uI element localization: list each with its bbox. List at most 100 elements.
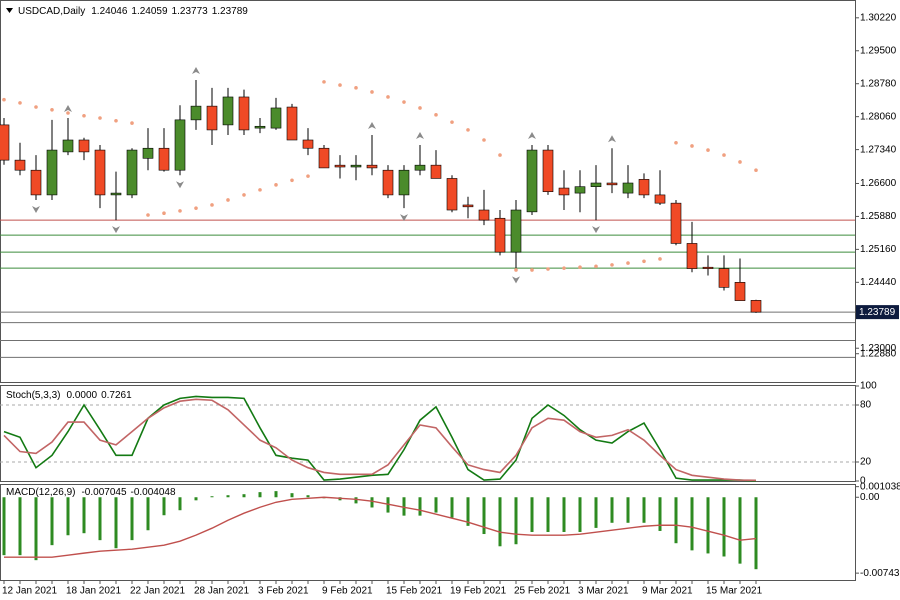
sar-dot xyxy=(82,113,86,118)
y-tick-label: 1.25160 xyxy=(860,244,897,255)
candle-body xyxy=(78,139,90,153)
macd-bar xyxy=(418,497,422,516)
x-tick-label: 25 Feb 2021 xyxy=(514,586,571,597)
x-tick-label: 9 Mar 2021 xyxy=(642,586,693,597)
macd-bar xyxy=(658,497,662,531)
sar-dot xyxy=(242,193,246,197)
panel-header: MACD(12,26,9) -0.007045 -0.004048 xyxy=(6,487,176,498)
y-tick-label: 1.27340 xyxy=(860,144,897,155)
sar-dot xyxy=(386,95,390,99)
candle-body xyxy=(622,182,634,194)
candle-body xyxy=(270,107,282,129)
candle-body xyxy=(526,149,538,213)
header-value: 0.0000 xyxy=(66,390,97,401)
macd-bar xyxy=(98,497,102,541)
macd-bar xyxy=(722,497,726,557)
sar-dot xyxy=(578,265,582,270)
stoch-line xyxy=(3,395,757,482)
y-tick-label: 100 xyxy=(860,381,877,392)
y-tick-label: 1.30220 xyxy=(860,12,897,23)
fractal-up xyxy=(528,132,536,140)
sar-dot xyxy=(210,203,214,207)
sar-dot xyxy=(466,128,470,132)
candle-body xyxy=(702,266,714,269)
macd-bar xyxy=(498,497,502,547)
y-tick-label: 1.29500 xyxy=(860,45,897,56)
candle-body xyxy=(542,149,554,193)
sar-dot xyxy=(2,97,6,102)
panel-header: Stoch(5,3,3) 0.0000 0.7261 xyxy=(6,390,132,401)
candle-body xyxy=(718,268,730,288)
candle-body xyxy=(126,149,138,196)
y-tick-label: 1.25880 xyxy=(860,211,897,222)
macd-bar xyxy=(2,497,6,556)
macd-bar xyxy=(450,497,454,518)
sar-dot xyxy=(418,106,422,110)
candle-body xyxy=(686,243,698,269)
indicator-title: USDCAD,Daily xyxy=(18,6,85,17)
sar-dot xyxy=(450,120,454,124)
candle-body xyxy=(590,182,602,187)
x-tick-label: 12 Jan 2021 xyxy=(2,586,57,597)
macd-bar xyxy=(178,497,182,511)
candle-body xyxy=(510,209,522,253)
y-tick-label: 1.28060 xyxy=(860,111,897,122)
sar-dot xyxy=(514,268,518,272)
sar-dot xyxy=(306,174,310,178)
header-value: 1.23773 xyxy=(172,6,209,17)
macd-bar xyxy=(242,494,246,498)
sar-dot xyxy=(322,80,326,84)
fractal-up xyxy=(192,67,200,75)
price-label-box xyxy=(856,305,899,320)
macd-bar xyxy=(610,497,614,523)
candle-body xyxy=(638,179,650,196)
macd-bar xyxy=(50,497,54,546)
macd-bar xyxy=(226,495,230,498)
fractal-up xyxy=(368,121,376,129)
candle-body xyxy=(0,124,10,161)
candle-body xyxy=(478,209,490,221)
sar-dot xyxy=(626,261,630,265)
candle-body xyxy=(302,139,314,149)
sar-dot xyxy=(402,100,406,104)
sar-dot xyxy=(66,111,70,115)
macd-bar xyxy=(738,497,742,564)
sar-dot xyxy=(354,86,358,90)
candle-body xyxy=(254,125,266,129)
header-value: 0.7261 xyxy=(101,390,132,401)
sar-dot xyxy=(498,153,502,157)
candle-body xyxy=(222,96,234,126)
macd-bar xyxy=(482,497,486,535)
sar-dot xyxy=(562,266,566,270)
candle-body xyxy=(606,182,618,186)
sar-dot xyxy=(50,107,54,112)
y-tick-label: 1.22880 xyxy=(860,348,897,359)
candle-body xyxy=(334,164,346,168)
macd-bar xyxy=(434,497,438,513)
macd-bar xyxy=(562,497,566,532)
sar-dot xyxy=(706,148,710,152)
macd-bar xyxy=(34,497,38,561)
sar-dot xyxy=(226,198,230,202)
macd-bar xyxy=(402,497,406,516)
candle-body xyxy=(574,186,586,194)
sar-dot xyxy=(658,257,662,261)
sar-dot xyxy=(338,83,342,87)
x-tick-label: 3 Feb 2021 xyxy=(258,586,309,597)
header-value: 1.24046 xyxy=(91,6,128,17)
header-value: 1.23789 xyxy=(212,6,249,17)
candle-body xyxy=(382,169,394,196)
macd-bar xyxy=(130,497,134,541)
candle-body xyxy=(670,202,682,244)
candle-body xyxy=(414,164,426,171)
sar-dot xyxy=(754,168,758,173)
macd-bar xyxy=(306,495,310,498)
x-tick-label: 3 Mar 2021 xyxy=(578,586,629,597)
candle-body xyxy=(366,164,378,169)
macd-bar xyxy=(466,497,470,526)
fractal-up xyxy=(64,105,72,113)
fractal-down xyxy=(112,226,120,234)
sar-dot xyxy=(18,101,22,105)
fractal-down xyxy=(32,205,40,213)
macd-bar xyxy=(690,497,694,551)
